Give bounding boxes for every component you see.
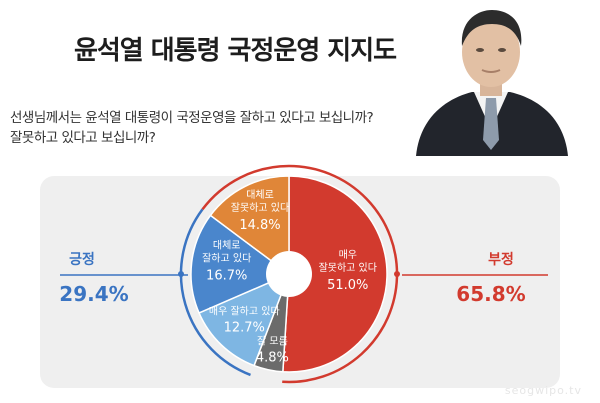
slice-label: 잘못하고 있다 (319, 261, 377, 274)
slice-label: 대체로 (213, 240, 241, 252)
negative-group-arc (282, 164, 399, 384)
question-line-2: 잘못하고 있다고 보십니까? (10, 130, 156, 146)
slice-value: 4.8% (256, 351, 289, 366)
slice-label: 매우 잘하고 있다 (209, 305, 280, 318)
survey-question: 선생님께서는 윤석열 대통령이 국정운영을 잘하고 있다고 보십니까? 잘못하고… (10, 108, 430, 148)
slice-label: 잘 모름 (257, 336, 288, 348)
negative-group-label: 부정 (488, 251, 514, 268)
negative-group-value: 65.8% (456, 282, 525, 306)
pie-slice (198, 272, 291, 367)
positive-group-arc (179, 208, 251, 377)
question-line-1: 선생님께서는 윤석열 대통령이 국정운영을 잘하고 있다고 보십니까? (10, 110, 374, 126)
page-title: 윤석열 대통령 국정운영 지지도 (73, 36, 397, 66)
slice-value: 14.8% (239, 218, 280, 233)
donut-hole (266, 251, 312, 297)
negative-connector-dot (394, 271, 400, 277)
slice-label: 대체로 (246, 189, 274, 201)
pie-slice (282, 175, 388, 373)
slice-label: 잘하고 있다 (202, 252, 251, 265)
positive-group-label: 긍정 (69, 251, 95, 268)
pie-slice (209, 175, 290, 276)
slice-label: 잘못하고 있다 (231, 201, 289, 214)
slice-label: 매우 (339, 249, 357, 261)
watermark: seogwipo.tv (504, 384, 582, 397)
positive-group-value: 29.4% (59, 282, 128, 306)
slice-value: 51.0% (327, 278, 368, 293)
negative-group-arc (201, 164, 290, 211)
president-portrait (408, 0, 574, 156)
slice-value: 12.7% (224, 321, 265, 336)
positive-connector-dot (178, 271, 184, 277)
slice-value: 16.7% (206, 269, 247, 284)
pie-slice (190, 214, 291, 314)
